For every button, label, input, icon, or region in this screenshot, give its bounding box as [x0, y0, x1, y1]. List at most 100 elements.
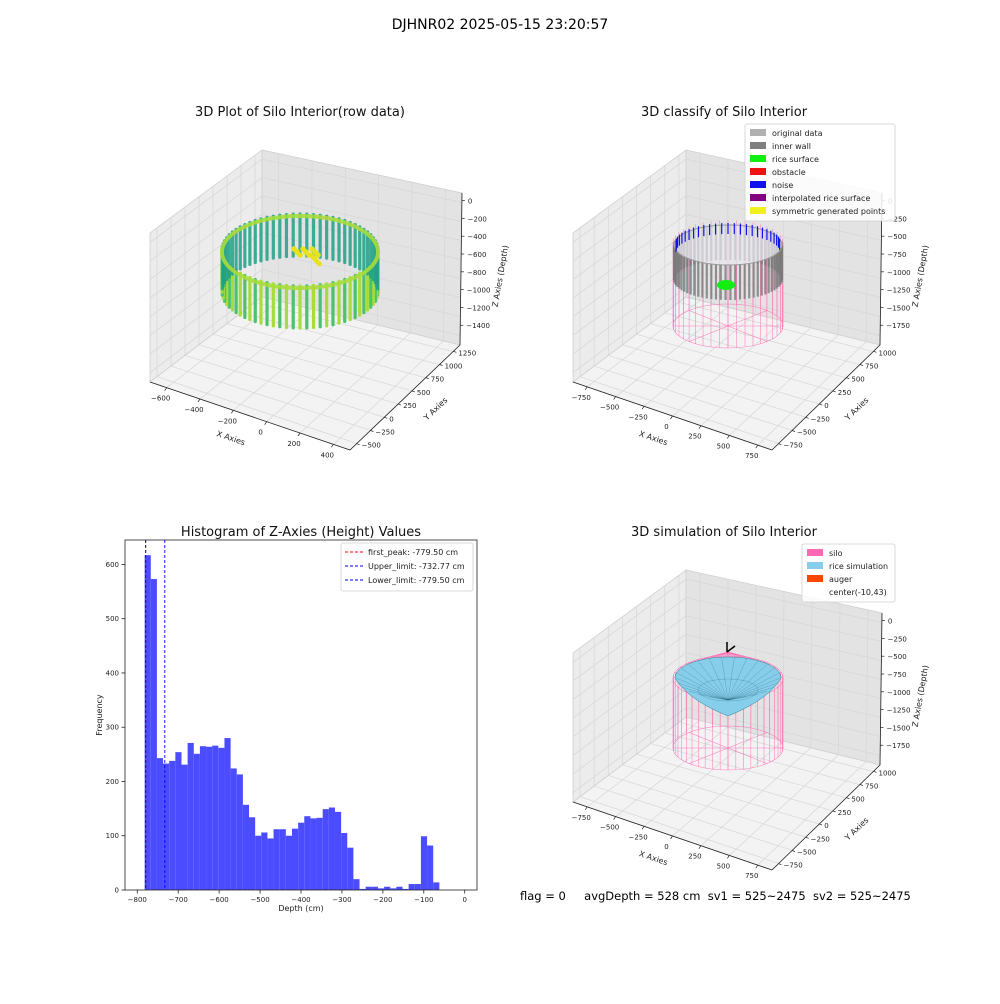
chart-raw-data-highlight-point: [297, 252, 303, 258]
chart-classify-xtick-label: 0: [664, 423, 668, 431]
chart-simulation-xtick-label: −500: [600, 824, 619, 832]
chart-simulation-xtick: [756, 865, 758, 868]
chart-classify-legend-label: original data: [772, 129, 823, 138]
chart-classify-ylabel: Y Axies: [843, 396, 871, 423]
chart-simulation-legend-swatch: [807, 575, 823, 582]
chart-classify-ytick-label: 250: [838, 389, 851, 397]
chart-raw-data-ytick-label: 250: [403, 402, 416, 410]
histogram-bar: [347, 848, 353, 890]
chart-simulation-ylabel: Y Axies: [843, 816, 871, 843]
chart-simulation-legend-label: rice simulation: [829, 562, 888, 571]
chart-raw-data-highlight-point: [315, 252, 321, 258]
chart-simulation-legend-label: center(-10,43): [829, 588, 887, 597]
histogram-bar: [231, 768, 237, 890]
chart-simulation-ytick-label: −500: [797, 849, 816, 857]
chart-raw-data-ytick: [426, 378, 429, 379]
chart-classify-xtick-label: 500: [717, 442, 730, 450]
chart-simulation-xtick-label: 250: [688, 853, 701, 861]
chart-classify-xtick-label: 250: [688, 433, 701, 441]
histogram-bar: [310, 818, 316, 890]
chart-classify-xtick-label: −500: [600, 404, 619, 412]
chart-raw-data-ztick-label: 0: [468, 198, 472, 206]
chart-simulation-xtick-label: 500: [717, 862, 730, 870]
chart-simulation-xtick: [699, 846, 701, 849]
histogram-bar: [280, 829, 286, 890]
chart-classify-xlabel: X Axies: [638, 429, 669, 447]
chart-raw-data-ztick-label: −400: [467, 233, 486, 241]
chart-histogram-ylabel: Frequency: [95, 694, 104, 736]
chart-classify-ytick: [778, 444, 781, 445]
chart-classify-legend-label: obstacle: [772, 168, 806, 177]
histogram-xtick-label: −500: [250, 896, 269, 904]
chart-simulation-ytick-label: 750: [865, 783, 878, 791]
histogram-bar: [335, 812, 341, 890]
chart-simulation-ztick-label: −1250: [887, 707, 911, 715]
histogram-xtick-label: −600: [210, 896, 229, 904]
histogram-bar: [329, 808, 335, 890]
chart-simulation-ytick: [833, 811, 836, 812]
histogram-bar: [151, 579, 157, 890]
chart-simulation-xtick: [727, 855, 729, 858]
chart-histogram-xlabel: Depth (cm): [278, 904, 323, 913]
chart-simulation-ytick-label: −250: [811, 835, 830, 843]
chart-raw-data-xlabel: X Axies: [215, 429, 246, 447]
histogram-bar: [298, 823, 304, 890]
histogram-ytick-label: 100: [106, 832, 119, 840]
histogram-bar: [169, 761, 175, 890]
chart-simulation-ytick-label: 1000: [879, 769, 897, 777]
avg-depth-text: avgDepth = 528 cm: [584, 889, 700, 903]
histogram-ytick-label: 500: [106, 615, 119, 623]
chart-simulation-xtick-label: −750: [572, 814, 591, 822]
chart-simulation-ytick: [792, 851, 795, 852]
chart-classify-ztick-label: −1500: [886, 304, 910, 312]
chart-simulation-xtick: [614, 817, 616, 820]
histogram-xtick-label: −100: [414, 896, 433, 904]
chart-classify-ytick-label: 500: [851, 376, 864, 384]
histogram-bar: [396, 887, 402, 890]
chart-simulation-xtick-label: 0: [664, 843, 668, 851]
chart-simulation-ytick-label: 250: [838, 809, 851, 817]
chart-raw-data-xtick-label: −400: [184, 406, 203, 414]
histogram-bar: [366, 887, 372, 890]
chart-classify-ytick-label: 0: [824, 402, 828, 410]
chart-classify-zlabel: Z Axies (Depth): [911, 245, 931, 308]
chart-simulation-xlabel: X Axies: [638, 849, 669, 867]
histogram-bar: [157, 758, 163, 890]
chart-raw-data-xtick-label: −600: [151, 395, 170, 403]
chart-classify-xtick: [585, 387, 587, 390]
chart-simulation-xtick: [671, 836, 673, 839]
chart-classify-ztick-label: −1000: [887, 269, 911, 277]
chart-simulation-ytick: [874, 771, 877, 772]
chart-simulation-ztick-label: −250: [888, 635, 907, 643]
chart-simulation-zlabel: Z Axies (Depth): [911, 665, 931, 728]
chart-simulation-ytick-label: −750: [783, 862, 802, 870]
chart-simulation-ytick: [778, 864, 781, 865]
chart-raw-data-ytick: [384, 417, 387, 418]
chart-raw-data-ytick: [412, 391, 415, 392]
chart-simulation-title: 3D simulation of Silo Interior: [631, 525, 818, 540]
chart-raw-data: 3D Plot of Silo Interior(row data)−600−4…: [150, 105, 510, 459]
chart-raw-data-ytick-label: 1250: [458, 349, 476, 357]
chart-simulation-ytick: [860, 785, 863, 786]
histogram-bar: [163, 764, 169, 890]
chart-classify-xtick: [699, 426, 701, 429]
chart-raw-data-xtick-label: −200: [218, 417, 237, 425]
histogram-bar: [224, 738, 230, 890]
chart-raw-data-xtick: [265, 422, 267, 425]
chart-simulation-ytick-label: 0: [824, 822, 828, 830]
histogram-xtick-label: −300: [332, 896, 351, 904]
chart-classify-ytick: [819, 404, 822, 405]
chart-classify-ytick: [860, 365, 863, 366]
chart-classify-ytick-label: 750: [865, 363, 878, 371]
chart-raw-data-ytick: [370, 431, 373, 432]
chart-classify-legend-label: inner wall: [772, 142, 811, 151]
chart-classify-xtick: [727, 435, 729, 438]
chart-histogram-title: Histogram of Z-Axies (Height) Values: [181, 525, 421, 540]
chart-raw-data-xtick: [198, 399, 200, 402]
chart-raw-data-ytick-label: 1000: [445, 363, 463, 371]
chart-classify-ytick-label: −250: [811, 415, 830, 423]
chart-classify-xtick-label: 750: [745, 452, 758, 460]
histogram-bar: [323, 809, 329, 890]
